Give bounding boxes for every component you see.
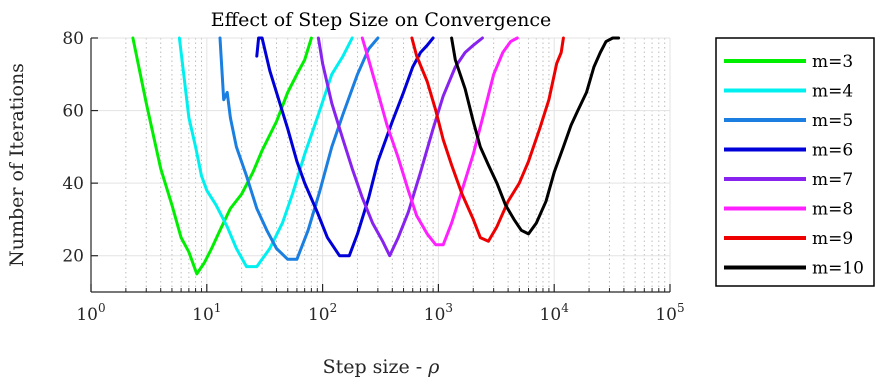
legend-label-m=8: m=8 [812,200,853,220]
legend: m=3 m=4 m=5 m=6 m=7 m=8 m=9 m=10 [715,37,875,287]
plot-area [91,38,670,292]
x-axis-label-text: Step size - [323,356,429,378]
legend-box [715,37,875,287]
x-tick-label: 103 [424,301,453,325]
y-tick-label: 80 [62,29,84,49]
x-axis-label: Step size - ρ [323,356,441,378]
y-tick-label: 40 [62,174,84,194]
x-tick-label: 101 [192,301,221,325]
x-tick-label: 105 [655,301,684,325]
series-line-m=3 [131,36,313,276]
x-axis-label-symbol: ρ [427,356,440,378]
chart-title: Effect of Step Size on Convergence [211,9,551,31]
legend-label-m=9: m=9 [812,229,853,249]
legend-label-m=5: m=5 [812,111,853,131]
legend-label-m=10: m=10 [812,259,864,279]
series-line-m=5 [218,36,380,261]
y-tick-label: 60 [62,102,84,122]
legend-label-m=3: m=3 [812,52,853,72]
series-layer [131,36,621,276]
x-tick-label: 100 [76,301,105,325]
y-tick-label: 20 [62,247,84,267]
y-axis-label: Number of Iterations [6,63,28,267]
x-tick-label: 102 [308,301,337,325]
series-line-m=6 [255,36,435,258]
axes: 100 101 102 103 104 105 20 40 60 80 [62,29,684,325]
legend-label-m=7: m=7 [812,170,853,190]
legend-label-m=4: m=4 [812,82,853,102]
series-line-m=10 [450,36,621,236]
series-line-m=4 [177,36,354,269]
legend-label-m=6: m=6 [812,141,853,161]
x-tick-label: 104 [540,301,570,325]
series-line-m=8 [360,36,519,247]
series-line-m=9 [410,36,565,243]
